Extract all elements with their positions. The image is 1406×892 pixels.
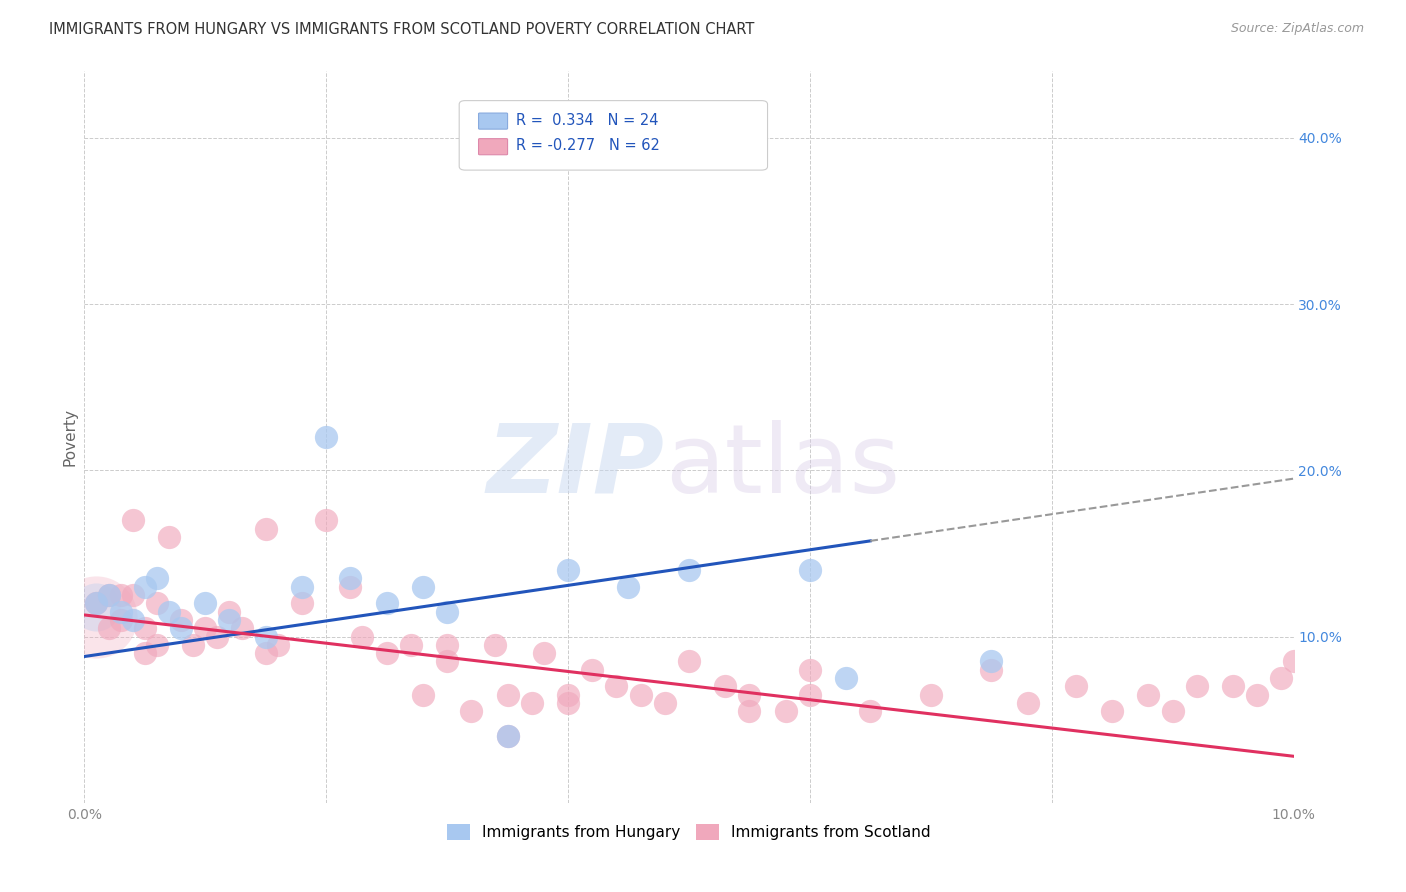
- Point: [1137, 688, 1160, 702]
- Point: [799, 563, 821, 577]
- Point: [557, 688, 579, 702]
- Point: [533, 646, 555, 660]
- Point: [121, 513, 143, 527]
- Point: [1282, 655, 1305, 669]
- Point: [980, 655, 1002, 669]
- Point: [254, 646, 277, 660]
- Point: [86, 609, 108, 624]
- Point: [146, 596, 169, 610]
- Point: [110, 613, 132, 627]
- Point: [1222, 680, 1244, 694]
- Point: [557, 696, 579, 710]
- Point: [110, 605, 132, 619]
- FancyBboxPatch shape: [460, 101, 768, 170]
- Point: [1161, 705, 1184, 719]
- Point: [194, 596, 217, 610]
- Point: [146, 638, 169, 652]
- Point: [920, 688, 942, 702]
- Point: [315, 513, 337, 527]
- Point: [375, 646, 398, 660]
- Point: [97, 588, 120, 602]
- Point: [496, 688, 519, 702]
- Point: [678, 563, 700, 577]
- Point: [170, 613, 193, 627]
- Point: [207, 630, 229, 644]
- Point: [630, 688, 652, 702]
- Point: [97, 588, 120, 602]
- Point: [1017, 696, 1039, 710]
- Point: [146, 571, 169, 585]
- Point: [375, 596, 398, 610]
- Point: [1246, 688, 1268, 702]
- Text: atlas: atlas: [665, 420, 900, 513]
- Point: [799, 688, 821, 702]
- Point: [291, 596, 314, 610]
- Point: [460, 705, 482, 719]
- Point: [1185, 680, 1208, 694]
- Point: [654, 696, 676, 710]
- Point: [520, 696, 543, 710]
- Point: [254, 521, 277, 535]
- FancyBboxPatch shape: [478, 138, 508, 154]
- Point: [436, 605, 458, 619]
- Point: [1064, 680, 1087, 694]
- Point: [121, 613, 143, 627]
- Point: [86, 596, 108, 610]
- Point: [436, 638, 458, 652]
- Point: [231, 621, 253, 635]
- Point: [496, 729, 519, 743]
- Point: [980, 663, 1002, 677]
- Point: [859, 705, 882, 719]
- Point: [484, 638, 506, 652]
- Point: [412, 688, 434, 702]
- Point: [97, 621, 120, 635]
- Point: [775, 705, 797, 719]
- FancyBboxPatch shape: [478, 113, 508, 129]
- Point: [315, 430, 337, 444]
- Point: [181, 638, 204, 652]
- Point: [678, 655, 700, 669]
- Point: [121, 588, 143, 602]
- Point: [1101, 705, 1123, 719]
- Point: [496, 729, 519, 743]
- Point: [218, 605, 240, 619]
- Point: [267, 638, 290, 652]
- Point: [339, 571, 361, 585]
- Y-axis label: Poverty: Poverty: [62, 408, 77, 467]
- Point: [134, 621, 156, 635]
- Point: [738, 688, 761, 702]
- Text: Source: ZipAtlas.com: Source: ZipAtlas.com: [1230, 22, 1364, 36]
- Text: R =  0.334   N = 24: R = 0.334 N = 24: [516, 113, 658, 128]
- Point: [157, 530, 180, 544]
- Point: [617, 580, 640, 594]
- Text: R = -0.277   N = 62: R = -0.277 N = 62: [516, 138, 659, 153]
- Point: [412, 580, 434, 594]
- Point: [218, 613, 240, 627]
- Point: [399, 638, 422, 652]
- Point: [557, 563, 579, 577]
- Point: [581, 663, 603, 677]
- Point: [291, 580, 314, 594]
- Point: [157, 605, 180, 619]
- Legend: Immigrants from Hungary, Immigrants from Scotland: Immigrants from Hungary, Immigrants from…: [441, 817, 936, 847]
- Point: [436, 655, 458, 669]
- Point: [110, 588, 132, 602]
- Point: [194, 621, 217, 635]
- Point: [738, 705, 761, 719]
- Point: [605, 680, 627, 694]
- Point: [339, 580, 361, 594]
- Point: [86, 596, 108, 610]
- Point: [254, 630, 277, 644]
- Text: IMMIGRANTS FROM HUNGARY VS IMMIGRANTS FROM SCOTLAND POVERTY CORRELATION CHART: IMMIGRANTS FROM HUNGARY VS IMMIGRANTS FR…: [49, 22, 755, 37]
- Point: [134, 580, 156, 594]
- Point: [799, 663, 821, 677]
- Point: [134, 646, 156, 660]
- Point: [714, 680, 737, 694]
- Point: [352, 630, 374, 644]
- Point: [1270, 671, 1292, 685]
- Point: [170, 621, 193, 635]
- Text: ZIP: ZIP: [486, 420, 665, 513]
- Point: [835, 671, 858, 685]
- Point: [86, 599, 108, 614]
